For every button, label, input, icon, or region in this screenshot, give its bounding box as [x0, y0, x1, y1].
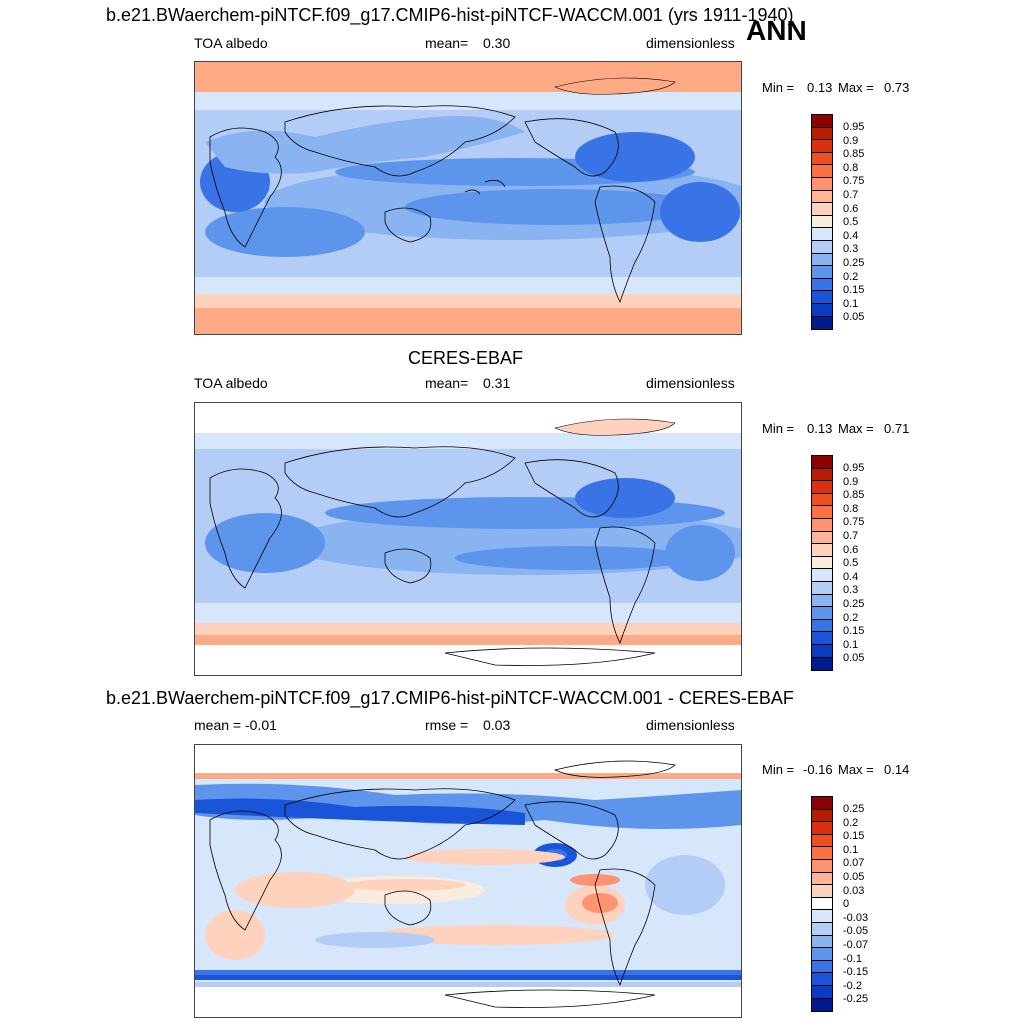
panel-3-title: b.e21.BWaerchem-piNTCF.f09_g17.CMIP6-his…	[106, 688, 794, 708]
panel-3-cbar-label: 0.2	[843, 816, 859, 829]
panel-1-cbar-label: 0.5	[843, 216, 859, 229]
panel-2-mean-label: mean=	[425, 375, 469, 391]
panel-2-units: dimensionless	[646, 375, 735, 391]
panel-2-cbar-label: 0.5	[843, 557, 859, 570]
panel-3-cbar-label: -0.15	[843, 966, 869, 979]
panel-3-max-value: 0.14	[884, 762, 910, 777]
panel-3-cbar-label: -0.05	[843, 925, 869, 938]
panel-1-cbar-label: 0.85	[843, 148, 865, 161]
panel-3-cbar-label: -0.03	[843, 911, 869, 924]
panel-3-min-label: Min =	[762, 762, 795, 777]
panel-1-title: b.e21.BWaerchem-piNTCF.f09_g17.CMIP6-his…	[106, 5, 794, 25]
panel-2-cbar-label: 0.8	[843, 502, 859, 515]
panel-1-units: dimensionless	[646, 35, 735, 51]
panel-1-cbar-label: 0.95	[843, 121, 865, 133]
panel-3-map	[194, 744, 742, 1018]
panel-1-min-value: 0.13	[807, 80, 833, 95]
panel-3-colorbar	[811, 796, 833, 1012]
panel-3-cbar-label: -0.2	[843, 979, 862, 992]
panel-1-cbar-label: 0.25	[843, 257, 865, 269]
panel-1-mean-value: 0.30	[483, 35, 511, 51]
panel-1-cbar-label: 0.8	[843, 161, 859, 174]
panel-3-min-value: -0.16	[803, 762, 833, 777]
panel-3-cbar-label: -0.07	[843, 939, 869, 951]
panel-2-cbar-label: 0.1	[843, 638, 859, 651]
panel-2-min-value: 0.13	[807, 421, 833, 436]
panel-1-cbar-label: 0.6	[843, 202, 859, 215]
panel-3-cbar-label: 0.25	[843, 803, 865, 815]
panel-1-map	[194, 61, 742, 335]
panel-2-map	[194, 402, 742, 676]
panel-2-min-label: Min =	[762, 421, 795, 436]
panel-3-cbar-label: 0.15	[843, 830, 865, 843]
panel-2-cbar-label: 0.85	[843, 489, 865, 502]
panel-3-mean: mean = -0.01	[194, 717, 277, 733]
panel-3-max-label: Max =	[838, 762, 874, 777]
panel-3-cbar-label: 0.1	[843, 843, 859, 856]
panel-3-cbar-label: -0.25	[843, 993, 869, 1006]
panel-2-mean-value: 0.31	[483, 375, 511, 391]
panel-3-units: dimensionless	[646, 717, 735, 733]
panel-1-max-label: Max =	[838, 80, 874, 95]
panel-1-cbar-label: 0.1	[843, 297, 859, 310]
panel-1-min-label: Min =	[762, 80, 795, 95]
panel-2-cbar-label: 0.25	[843, 598, 865, 610]
panel-3-cbar-label: 0.07	[843, 857, 865, 870]
panel-1-cbar-label: 0.15	[843, 284, 865, 297]
panel-1-cbar-label: 0.7	[843, 189, 859, 201]
panel-3-cbar-label: 0.05	[843, 871, 865, 883]
panel-1-cbar-label: 0.2	[843, 270, 859, 283]
panel-2-cbar-label: 0.2	[843, 611, 859, 624]
panel-2-cbar-label: 0.4	[843, 570, 859, 583]
panel-1-cbar-label: 0.4	[843, 229, 859, 242]
panel-2-variable: TOA albedo	[194, 375, 268, 391]
panel-1-variable: TOA albedo	[194, 35, 268, 51]
panel-3-rmse-label: rmse =	[425, 717, 469, 733]
panel-3-cbar-label: -0.1	[843, 952, 862, 965]
panel-2-cbar-label: 0.75	[843, 516, 865, 529]
panel-2-cbar-label: 0.9	[843, 475, 859, 488]
panel-2-cbar-label: 0.15	[843, 625, 865, 638]
panel-1-cbar-label: 0.05	[843, 311, 865, 324]
panel-2-cbar-label: 0.7	[843, 530, 859, 542]
panel-2-max-value: 0.71	[884, 421, 910, 436]
panel-2-max-label: Max =	[838, 421, 874, 436]
panel-2-cbar-label: 0.05	[843, 652, 865, 665]
panel-2-colorbar	[811, 455, 833, 671]
panel-1-colorbar	[811, 114, 833, 330]
panel-2-cbar-label: 0.95	[843, 462, 865, 474]
panel-1-cbar-label: 0.75	[843, 175, 865, 188]
season-label: ANN	[746, 15, 807, 46]
panel-3-cbar-label: 0.03	[843, 884, 865, 897]
panel-2-title: CERES-EBAF	[408, 348, 524, 368]
panel-1-mean-label: mean=	[425, 35, 469, 51]
panel-2-cbar-label: 0.3	[843, 584, 859, 597]
panel-3-cbar-label: 0	[843, 898, 850, 911]
panel-2-cbar-label: 0.6	[843, 543, 859, 556]
panel-3-rmse-value: 0.03	[483, 717, 511, 733]
panel-1-cbar-label: 0.3	[843, 243, 859, 256]
panel-1-cbar-label: 0.9	[843, 134, 859, 147]
panel-1-max-value: 0.73	[884, 80, 910, 95]
